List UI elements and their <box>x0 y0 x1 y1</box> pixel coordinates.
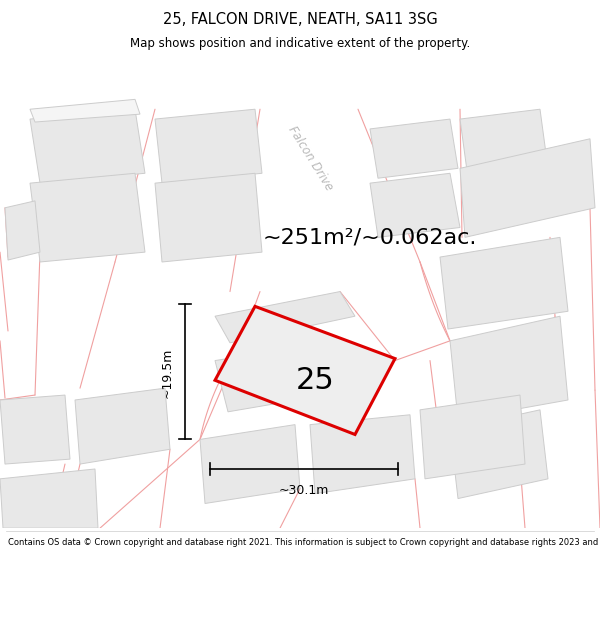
Polygon shape <box>5 201 40 260</box>
Text: Map shows position and indicative extent of the property.: Map shows position and indicative extent… <box>130 38 470 51</box>
Polygon shape <box>200 424 300 504</box>
Polygon shape <box>30 109 145 183</box>
Polygon shape <box>370 119 458 178</box>
Polygon shape <box>460 139 595 238</box>
Text: Falcon Drive: Falcon Drive <box>285 124 335 193</box>
Polygon shape <box>440 238 568 329</box>
Polygon shape <box>450 316 568 420</box>
Text: Contains OS data © Crown copyright and database right 2021. This information is : Contains OS data © Crown copyright and d… <box>8 538 600 547</box>
Polygon shape <box>310 415 415 494</box>
Polygon shape <box>75 388 170 464</box>
Text: 25: 25 <box>296 366 334 395</box>
Text: ~30.1m: ~30.1m <box>279 484 329 497</box>
Text: ~251m²/~0.062ac.: ~251m²/~0.062ac. <box>263 228 477 248</box>
Polygon shape <box>30 173 145 262</box>
Polygon shape <box>215 341 355 412</box>
Polygon shape <box>460 109 548 178</box>
Polygon shape <box>155 109 262 183</box>
Text: ~19.5m: ~19.5m <box>161 348 174 398</box>
Polygon shape <box>155 173 262 262</box>
Polygon shape <box>0 395 70 464</box>
Polygon shape <box>450 410 548 499</box>
Polygon shape <box>0 469 98 528</box>
Polygon shape <box>215 306 395 434</box>
Text: 25, FALCON DRIVE, NEATH, SA11 3SG: 25, FALCON DRIVE, NEATH, SA11 3SG <box>163 12 437 27</box>
Polygon shape <box>370 173 460 238</box>
Polygon shape <box>420 395 525 479</box>
Polygon shape <box>215 291 355 343</box>
Polygon shape <box>30 99 140 122</box>
